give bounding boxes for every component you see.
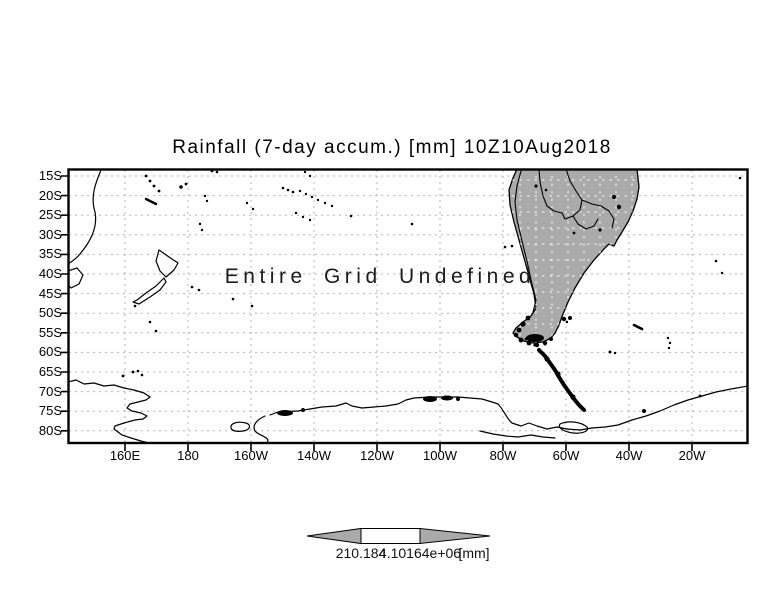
latlon-gridlines <box>69 170 747 442</box>
lat-tick-label: 50S <box>38 305 62 320</box>
island-new-caledonia <box>144 197 158 206</box>
lon-tick-label: 120W <box>360 448 394 463</box>
lat-tick-label: 60S <box>38 344 62 359</box>
lat-tick-label: 35S <box>38 246 62 261</box>
colorbar-units-label: [mm] <box>458 545 490 561</box>
coastline-new-zealand-north <box>155 249 179 278</box>
lat-tick-label: 25S <box>38 207 62 222</box>
lon-ticks <box>124 444 693 451</box>
coastline-antarctica <box>69 370 747 442</box>
colorbar-left-value: 210.184 <box>335 545 387 561</box>
colorbar-left-arrow <box>306 527 362 545</box>
lon-tick-label: 160W <box>234 448 268 463</box>
grid-undefined-message: Entire Grid Undefined <box>224 265 536 288</box>
plot-title: Rainfall (7-day accum.) [mm] 10Z10Aug201… <box>172 137 612 158</box>
axis-ticks <box>61 175 693 451</box>
map-frame <box>67 168 749 445</box>
lat-tick-label: 15S <box>38 168 62 183</box>
lat-tick-label: 45S <box>38 286 62 301</box>
antarctic-mountain-blobs <box>121 370 702 416</box>
lat-tick-label: 70S <box>38 384 62 399</box>
lon-tick-label: 40W <box>615 448 643 463</box>
land-grid-speckle <box>509 170 639 343</box>
lat-tick-label: 40S <box>38 266 62 281</box>
lat-tick-label: 65S <box>38 364 62 379</box>
coastline-antarctic-peninsula <box>524 337 586 412</box>
country-borders <box>514 170 615 313</box>
lat-ticks <box>61 175 68 432</box>
lon-tick-label: 100W <box>423 448 457 463</box>
coastline-tasmania <box>69 267 84 289</box>
lon-tick-label: 20W <box>678 448 706 463</box>
south-america-landmass <box>508 170 640 348</box>
coastline-australia <box>69 170 102 265</box>
lat-tick-label: 75S <box>38 403 62 418</box>
lon-tick-label: 180 <box>177 448 199 463</box>
lat-tick-label: 55S <box>38 325 62 340</box>
coastline-new-zealand-south <box>132 277 167 305</box>
lat-tick-label: 30S <box>38 227 62 242</box>
terrain-specks <box>534 184 622 235</box>
lon-tick-label: 160E <box>109 448 141 463</box>
island-dots <box>133 170 742 377</box>
colorbar-bar <box>360 528 421 544</box>
lat-gridlines <box>69 175 747 432</box>
map-coastlines <box>69 170 747 442</box>
lon-tick-label: 140W <box>297 448 331 463</box>
colorbar-right-value: 4.10164e+06 <box>378 545 462 561</box>
patagonia-fjords <box>513 315 553 348</box>
lon-tick-label: 80W <box>489 448 517 463</box>
lat-tick-label: 20S <box>38 188 62 203</box>
island-south-georgia <box>632 323 644 331</box>
colorbar-right-arrow <box>419 527 491 545</box>
colorbar <box>306 527 491 545</box>
lon-tick-label: 60W <box>552 448 580 463</box>
lat-tick-label: 80S <box>38 423 62 438</box>
